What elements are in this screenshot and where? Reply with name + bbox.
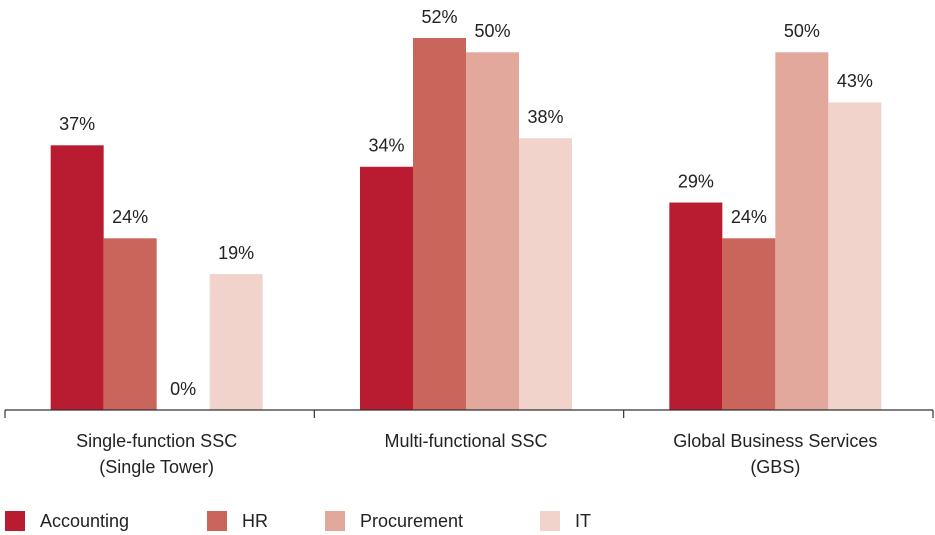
bar (413, 38, 466, 410)
value-label: 19% (218, 243, 254, 263)
legend-swatch (540, 511, 560, 531)
value-label: 34% (368, 136, 404, 156)
bar (50, 145, 104, 411)
legend-label: HR (242, 511, 268, 531)
bar (209, 274, 263, 410)
bar (828, 102, 882, 410)
x-tick-label: Multi-functional SSC (384, 431, 548, 451)
legend-swatch (207, 511, 227, 531)
bar (775, 52, 829, 411)
value-label: 37% (59, 114, 95, 134)
value-label: 0% (170, 379, 196, 399)
value-label: 29% (678, 171, 714, 191)
legend-swatch (5, 511, 25, 531)
legend-label: IT (575, 511, 591, 531)
bar (360, 166, 413, 410)
bar (466, 52, 519, 411)
value-label: 43% (837, 71, 873, 91)
legend-swatch (325, 511, 345, 531)
bar (519, 138, 572, 410)
value-label: 24% (731, 207, 767, 227)
value-label: 50% (474, 21, 510, 41)
bar (669, 202, 723, 410)
value-label: 50% (784, 21, 820, 41)
x-tick-label: Global Business Services (GBS) (673, 431, 878, 477)
bar (103, 238, 157, 410)
legend-label: Procurement (360, 511, 463, 531)
value-label: 38% (527, 107, 563, 127)
x-tick-label: Single-function SSC (Single Tower) (76, 431, 238, 477)
legend-label: Accounting (40, 511, 129, 531)
value-label: 24% (112, 207, 148, 227)
value-label: 52% (421, 7, 457, 27)
bar (722, 238, 776, 410)
